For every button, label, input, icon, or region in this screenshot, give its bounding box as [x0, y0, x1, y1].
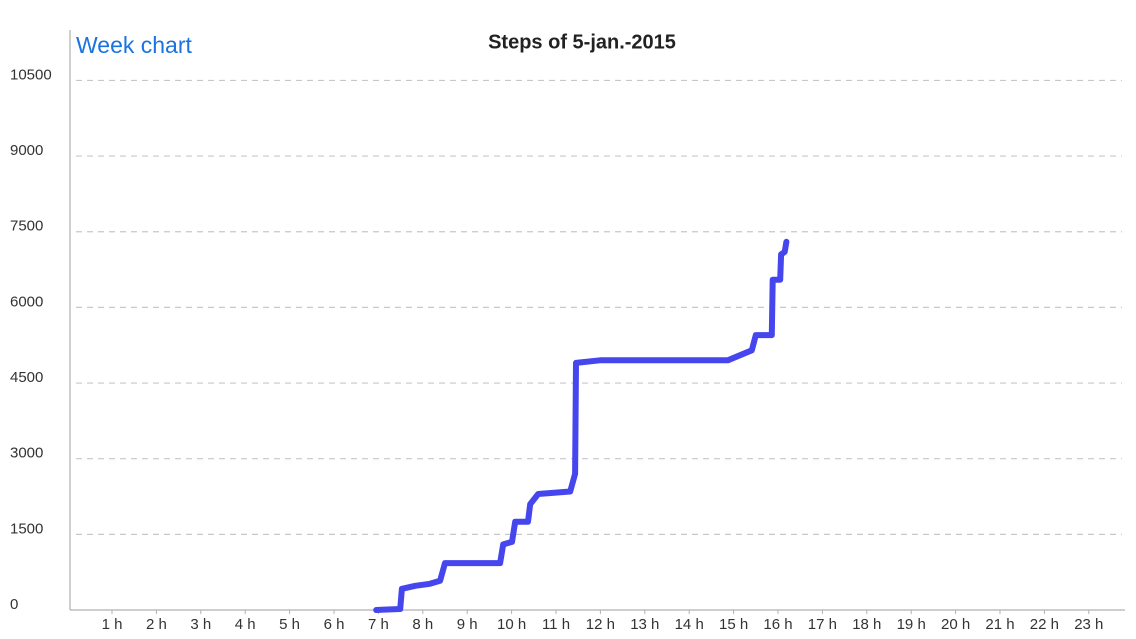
- x-tick-label: 12 h: [586, 616, 615, 633]
- x-tick-label: 4 h: [235, 616, 256, 633]
- x-tick-label: 2 h: [146, 616, 167, 633]
- x-tick-label: 15 h: [719, 616, 748, 633]
- y-tick-label: 9000: [10, 142, 43, 159]
- x-tick-label: 23 h: [1074, 616, 1103, 633]
- x-tick-label: 20 h: [941, 616, 970, 633]
- x-tick-label: 17 h: [808, 616, 837, 633]
- x-tick-label: 8 h: [412, 616, 433, 633]
- steps-line: [373, 238, 790, 613]
- x-tick-label: 13 h: [630, 616, 659, 633]
- y-tick-label: 0: [10, 596, 18, 613]
- y-tick-label: 10500: [10, 66, 52, 83]
- y-tick-label: 7500: [10, 218, 43, 235]
- x-tick-label: 6 h: [324, 616, 345, 633]
- week-chart-link[interactable]: Week chart: [76, 32, 193, 58]
- x-tick-label: 11 h: [542, 616, 570, 633]
- y-tick-label: 6000: [10, 293, 43, 310]
- y-tick-label: 3000: [10, 445, 43, 462]
- x-tick-label: 3 h: [190, 616, 211, 633]
- x-tick-label: 7 h: [368, 616, 389, 633]
- x-tick-label: 10 h: [497, 616, 526, 633]
- x-tick-label: 1 h: [102, 616, 123, 633]
- x-tick-label: 21 h: [985, 616, 1014, 633]
- y-tick-label: 4500: [10, 369, 43, 386]
- x-tick-label: 22 h: [1030, 616, 1059, 633]
- x-tick-label: 9 h: [457, 616, 478, 633]
- x-tick-label: 18 h: [852, 616, 881, 633]
- chart-title: Steps of 5-jan.-2015: [488, 31, 676, 53]
- x-tick-label: 19 h: [897, 616, 926, 633]
- x-tick-label: 14 h: [675, 616, 704, 633]
- x-tick-label: 5 h: [279, 616, 300, 633]
- x-tick-label: 16 h: [763, 616, 792, 633]
- y-tick-label: 1500: [10, 520, 43, 537]
